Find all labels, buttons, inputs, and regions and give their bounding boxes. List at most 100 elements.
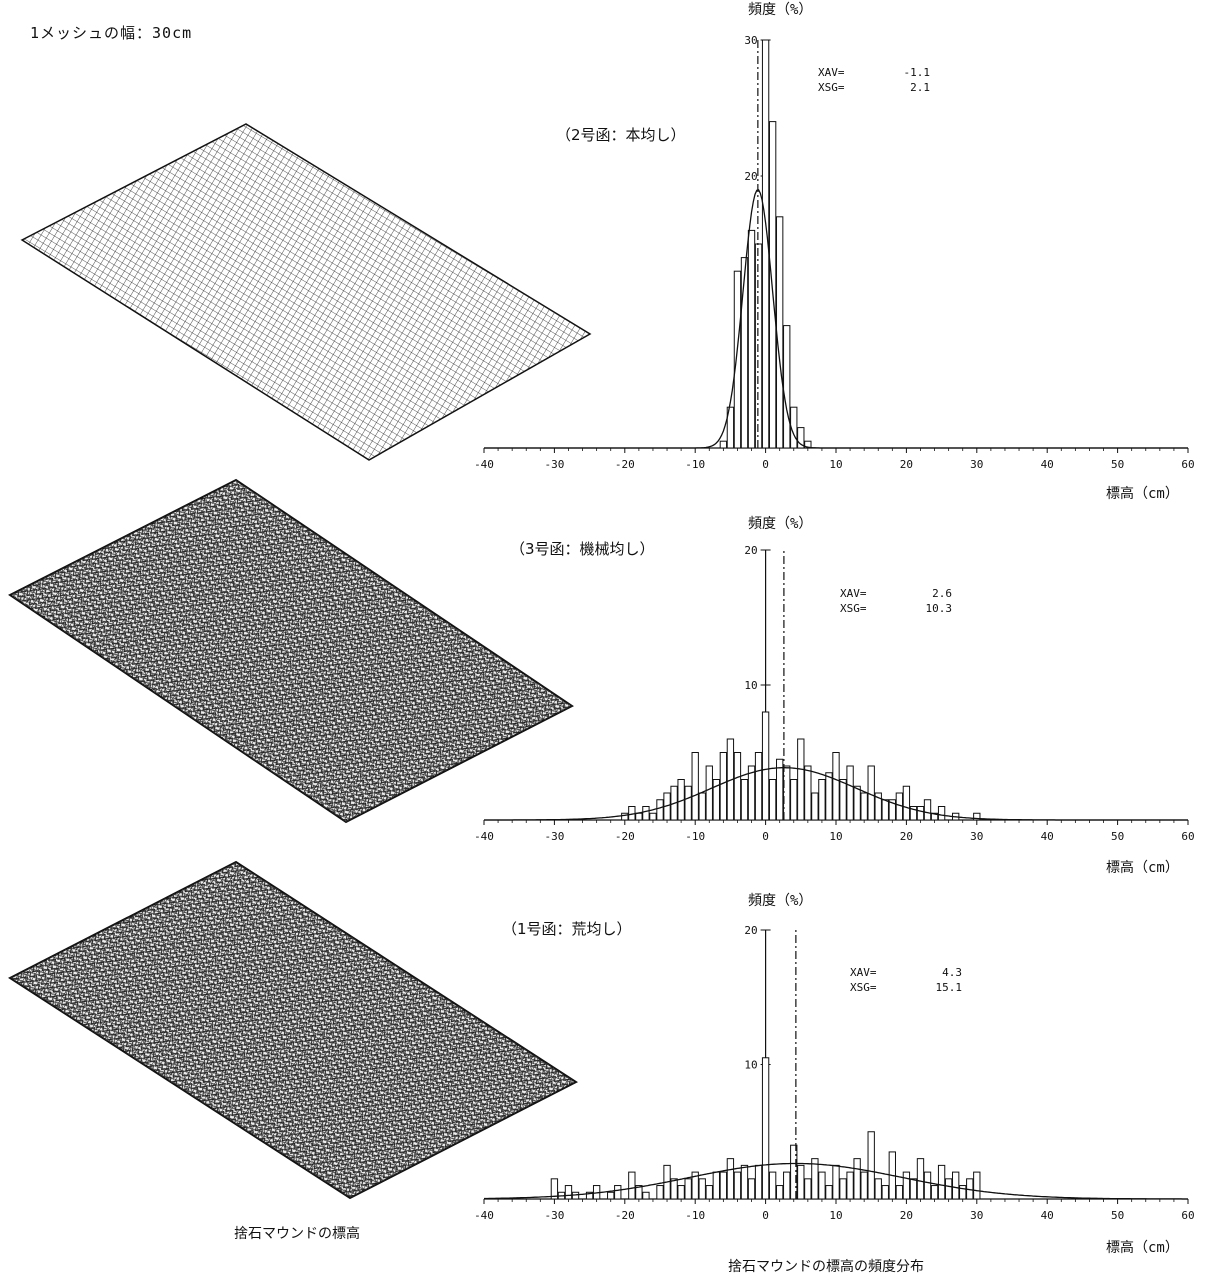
x-tick-label: -30 xyxy=(544,1209,564,1222)
histogram-bar xyxy=(564,1185,573,1200)
surface-smooth xyxy=(20,123,592,461)
histogram-bar xyxy=(719,440,728,449)
xsg-value: 15.1 xyxy=(936,981,963,994)
histogram-bar xyxy=(761,711,770,821)
histogram-bar xyxy=(832,1164,840,1200)
histogram-bar xyxy=(818,779,826,821)
x-tick-label: -40 xyxy=(474,830,494,843)
xav-label: XAV= xyxy=(840,587,867,600)
histogram-bar xyxy=(790,1144,798,1200)
left-caption: 捨石マウンドの標高 xyxy=(234,1226,360,1242)
histogram-bar xyxy=(804,765,812,821)
histogram-bar xyxy=(733,270,742,449)
panel-title-1: （2号函：本均し） xyxy=(556,126,686,144)
histogram-bar xyxy=(768,779,777,821)
histogram-bar xyxy=(691,1171,699,1200)
xsg-value: 2.1 xyxy=(910,81,930,94)
histogram-bar xyxy=(881,799,889,821)
x-axis-label: 標高（cm） xyxy=(1106,485,1179,502)
histogram-panel-3: -40 -30 -20 -10 0 10 20 30 40 50 60 10 20 頻度（%） 標高（cm）… xyxy=(474,893,1195,1256)
x-tick-label: 0 xyxy=(762,830,769,843)
x-tick-label: 0 xyxy=(762,1209,769,1222)
histogram-bar xyxy=(761,39,770,449)
histogram-bar xyxy=(916,806,925,821)
histogram-bar xyxy=(909,1178,918,1200)
histogram-bar xyxy=(811,792,819,821)
histogram-bar xyxy=(930,812,939,821)
histogram-bar xyxy=(754,243,763,449)
histogram-bar xyxy=(754,1164,763,1200)
y-tick-label: 10 xyxy=(744,1059,757,1072)
histogram-bar xyxy=(747,229,756,449)
histogram-bar xyxy=(846,765,854,821)
x-tick-label: 30 xyxy=(970,830,983,843)
normal-curve xyxy=(484,189,1188,449)
histogram-bar xyxy=(930,1185,939,1200)
histogram-bar xyxy=(874,1178,882,1200)
histogram-bar xyxy=(726,406,735,449)
histogram-bar xyxy=(860,792,868,821)
x-tick-label: 60 xyxy=(1181,1209,1194,1222)
xav-value: -1.1 xyxy=(904,66,931,79)
histogram-bar xyxy=(776,1185,784,1200)
y-axis-label: 頻度（%） xyxy=(748,2,812,18)
x-tick-label: -30 xyxy=(544,830,564,843)
histogram-bar xyxy=(839,779,847,821)
x-tick-label: 50 xyxy=(1111,458,1124,471)
x-tick-label: 40 xyxy=(1041,458,1054,471)
histogram-bar xyxy=(959,1185,967,1200)
histogram-bar xyxy=(761,1057,770,1200)
histogram-bar xyxy=(733,1171,742,1200)
x-tick-label: -40 xyxy=(474,1209,494,1222)
histogram-bar xyxy=(973,1171,981,1200)
histogram-bar xyxy=(952,1171,960,1200)
histogram-bar xyxy=(818,1171,826,1200)
histogram-bar xyxy=(726,1158,735,1200)
histogram-bar xyxy=(902,1171,911,1200)
x-tick-label: 20 xyxy=(900,830,913,843)
histogram-bar xyxy=(614,1185,622,1200)
histogram-bar xyxy=(747,1178,756,1200)
histogram-bar xyxy=(937,1164,946,1200)
x-tick-label: 40 xyxy=(1041,1209,1054,1222)
histogram-bar xyxy=(635,812,643,821)
mesh-surface-figures xyxy=(8,123,592,1200)
histogram-bar xyxy=(635,1185,643,1200)
histogram-bar xyxy=(923,1171,932,1200)
histogram-bar xyxy=(937,806,946,821)
xav-label: XAV= xyxy=(850,966,877,979)
histogram-bar xyxy=(853,1158,861,1200)
histogram-bar xyxy=(846,1171,854,1200)
histogram-bar xyxy=(649,812,657,821)
histogram-bar xyxy=(923,799,932,821)
histogram-bar xyxy=(733,752,742,821)
y-tick-label: 30 xyxy=(744,34,757,47)
y-axis-label: 頻度（%） xyxy=(748,516,812,532)
histogram-bar xyxy=(804,440,812,449)
normal-curve xyxy=(484,767,1188,821)
histogram-bar xyxy=(698,792,706,821)
histogram-bar xyxy=(607,1191,615,1200)
histogram-bar xyxy=(888,799,896,821)
y-tick-label: 20 xyxy=(744,170,757,183)
histogram-bar xyxy=(670,1178,678,1200)
xsg-value: 10.3 xyxy=(926,602,953,615)
histogram-bar xyxy=(973,812,981,821)
x-tick-label: -40 xyxy=(474,458,494,471)
histogram-bar xyxy=(705,765,713,821)
x-tick-label: 0 xyxy=(762,458,769,471)
histogram-bar xyxy=(797,427,805,449)
histogram-bar xyxy=(642,806,650,821)
histogram-bar xyxy=(698,1178,706,1200)
x-tick-label: 10 xyxy=(829,830,842,843)
histogram-bar xyxy=(860,1171,868,1200)
histogram-bar xyxy=(656,1185,664,1200)
histogram-panel-1: -40-30-20-100102030405060102030頻度（%）標高（c… xyxy=(474,2,1195,502)
histogram-panel-2: -40 -30 -20 -10 0 10 20 30 40 50 60 10 20 頻度（%） 標高（cm）… xyxy=(474,516,1195,876)
xav-value: 4.3 xyxy=(942,966,962,979)
x-tick-label: -30 xyxy=(544,458,564,471)
x-tick-label: -10 xyxy=(685,1209,705,1222)
histogram-bar xyxy=(895,1185,904,1200)
x-tick-label: 50 xyxy=(1111,830,1124,843)
histogram-bar xyxy=(776,216,784,449)
